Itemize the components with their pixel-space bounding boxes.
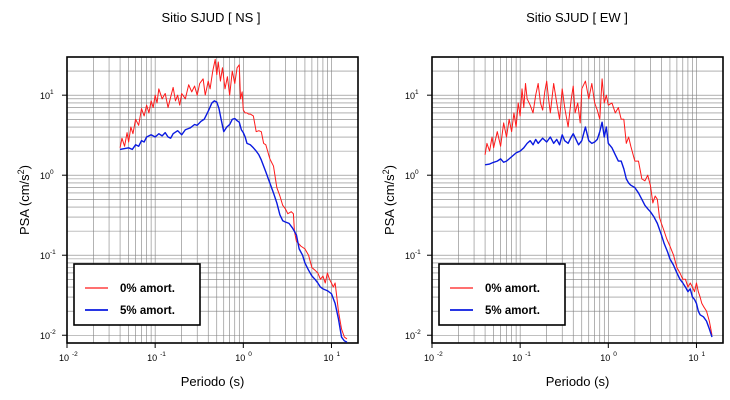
x-tick-label: 10 — [688, 353, 698, 363]
x-tick-label: 10 — [424, 353, 434, 363]
y-tick-exponent: 1 — [415, 89, 419, 96]
x-tick-exponent: 0 — [248, 351, 252, 358]
series-line-0pct — [119, 58, 348, 340]
y-tick-label: 10 — [40, 331, 50, 341]
y-axis-label: PSA (cm/s2) — [16, 165, 32, 235]
series-line-5pct — [119, 100, 348, 343]
x-tick-exponent: -1 — [525, 351, 531, 358]
legend: 0% amort. 5% amort. — [73, 263, 201, 326]
x-tick-label: 10 — [323, 353, 333, 363]
y-tick-label: 10 — [405, 91, 415, 101]
y-tick-label: 10 — [40, 171, 50, 181]
y-axis-label-exponent: 2 — [381, 169, 391, 174]
y-axis-label-base: PSA (cm/s — [382, 174, 397, 235]
y-tick-label: 10 — [40, 91, 50, 101]
x-tick-exponent: -2 — [72, 351, 78, 358]
legend-label-5pct: 5% amort. — [485, 305, 540, 317]
x-tick-label: 10 — [147, 353, 157, 363]
y-tick-exponent: -2 — [415, 329, 421, 336]
y-tick-exponent: 0 — [50, 169, 54, 176]
series-line-5pct — [484, 121, 713, 338]
y-axis-label-base: PSA (cm/s — [17, 174, 32, 235]
y-tick-exponent: -2 — [50, 329, 56, 336]
chart-panel-ew: Sitio SJUD [ EW ]10 -2 10 -1 10 0 10 110 -210 -11… — [381, 10, 724, 389]
x-tick-label: 10 — [235, 353, 245, 363]
chart-panel-ns: Sitio SJUD [ NS ]10 -2 10 -1 10 0 10 110 -210 -11… — [16, 10, 359, 389]
y-axis-label-close: ) — [382, 165, 397, 169]
legend-label-0pct: 0% amort. — [120, 283, 175, 295]
x-tick-label: 10 — [512, 353, 522, 363]
y-tick-exponent: 0 — [415, 169, 419, 176]
legend-box — [438, 263, 566, 326]
y-tick-label: 10 — [40, 251, 50, 261]
series-line-0pct — [484, 78, 713, 336]
x-tick-exponent: 1 — [701, 351, 705, 358]
legend-label-5pct: 5% amort. — [120, 305, 175, 317]
plot-frame — [66, 56, 359, 344]
x-axis-label: Periodo (s) — [181, 374, 245, 389]
chart-title: Sitio SJUD [ NS ] — [162, 10, 261, 25]
x-tick-exponent: -1 — [160, 351, 166, 358]
y-tick-exponent: 1 — [50, 89, 54, 96]
y-tick-label: 10 — [405, 331, 415, 341]
y-axis-label-close: ) — [17, 165, 32, 169]
y-tick-label: 10 — [405, 251, 415, 261]
y-axis-label: PSA (cm/s2) — [381, 165, 397, 235]
legend-box — [73, 263, 201, 326]
legend-label-0pct: 0% amort. — [485, 283, 540, 295]
x-tick-exponent: 1 — [336, 351, 340, 358]
x-axis-label: Periodo (s) — [546, 374, 610, 389]
plot-frame — [431, 56, 724, 344]
x-tick-exponent: 0 — [613, 351, 617, 358]
y-tick-exponent: -1 — [50, 249, 56, 256]
legend: 0% amort. 5% amort. — [438, 263, 566, 326]
x-tick-label: 10 — [59, 353, 69, 363]
y-tick-exponent: -1 — [415, 249, 421, 256]
y-tick-label: 10 — [405, 171, 415, 181]
x-tick-label: 10 — [600, 353, 610, 363]
y-axis-label-exponent: 2 — [16, 169, 26, 174]
x-tick-exponent: -2 — [437, 351, 443, 358]
chart-title: Sitio SJUD [ EW ] — [526, 10, 628, 25]
